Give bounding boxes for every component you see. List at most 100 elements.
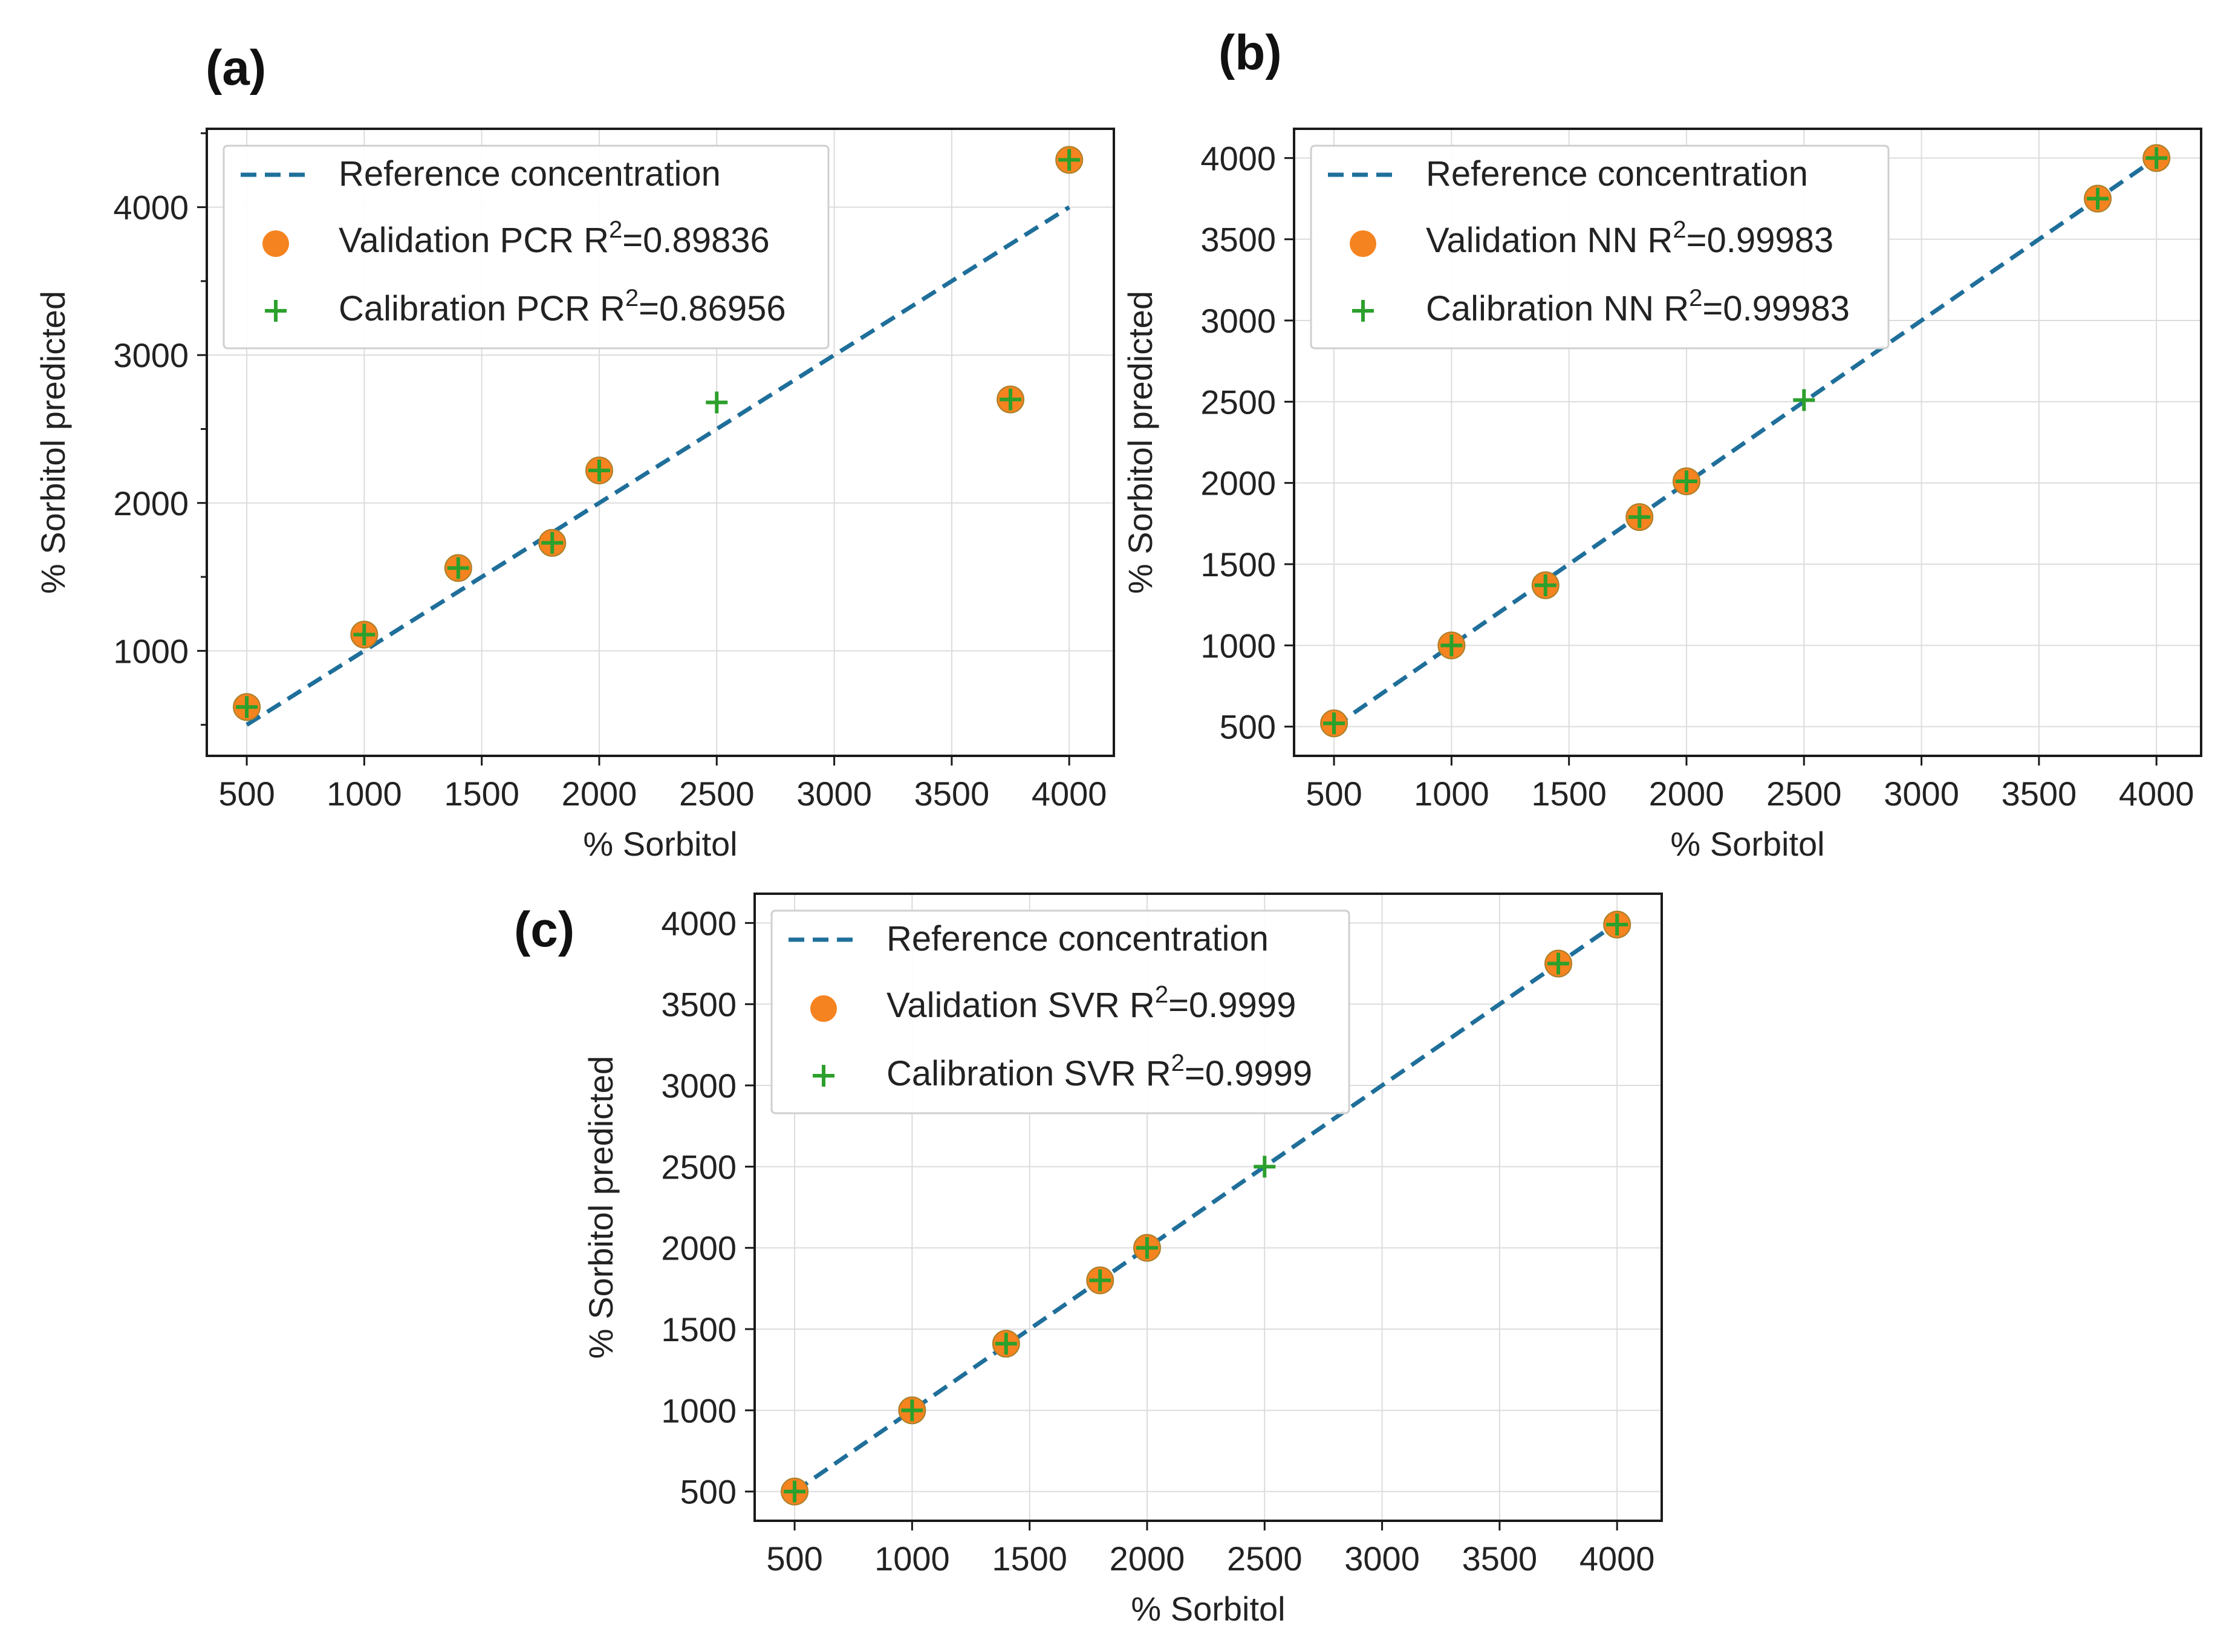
y-tick-label: 1000 [1200, 626, 1276, 665]
legend-box [770, 909, 1350, 1114]
x-tick-label: 4000 [2119, 775, 2194, 813]
x-tick-label: 3000 [1344, 1540, 1420, 1578]
legend-calibration-swatch [1352, 300, 1374, 322]
legend-validation-name: Validation SVR R [886, 986, 1155, 1025]
x-tick-label: 2000 [562, 775, 637, 813]
calibration-point [1058, 149, 1081, 171]
calibration-point [1089, 1269, 1111, 1292]
legend-calibration-label: Calibration PCR R2=0.86956 [339, 285, 786, 328]
calibration-point [1323, 712, 1345, 735]
x-tick-label: 2000 [1110, 1540, 1185, 1578]
legend-reference-label: Reference concentration [1426, 154, 1808, 193]
legend-validation-swatch [262, 230, 289, 257]
legend-calibration-swatch [265, 300, 287, 322]
legend-box [1310, 145, 1890, 350]
legend-validation-name: Validation PCR R [339, 221, 609, 260]
y-tick-label: 4000 [1200, 139, 1276, 177]
x-tick-label: 3500 [1462, 1540, 1538, 1578]
calibration-point [1628, 506, 1651, 528]
calibration-point [2145, 147, 2168, 169]
y-tick-label: 2500 [661, 1148, 737, 1186]
reference-line [793, 921, 1619, 1494]
x-tick-label: 1500 [992, 1540, 1067, 1578]
y-tick-label: 500 [1220, 708, 1276, 746]
y-tick-label: 3500 [1200, 221, 1276, 259]
panel-label: (a) [206, 41, 266, 96]
y-tick-label: 500 [680, 1473, 737, 1511]
x-tick-label: 1500 [1531, 775, 1607, 813]
legend-validation-swatch [810, 995, 837, 1022]
legend-superscript: 2 [1155, 981, 1168, 1008]
legend-validation-r2: =0.9999 [1168, 986, 1296, 1025]
calibration-point [1440, 634, 1463, 657]
legend-calibration-r2: =0.86956 [639, 289, 786, 328]
x-tick-label: 4000 [1032, 775, 1107, 813]
y-axis-label: % Sorbitol predicted [1121, 291, 1159, 594]
legend: Reference concentration Validation NN R2=… [1310, 145, 1890, 350]
legend-calibration-name: Calibration NN R [1426, 289, 1689, 328]
legend-validation-label: Validation NN R2=0.99983 [1426, 216, 1833, 260]
legend-calibration-swatch [813, 1065, 834, 1087]
y-tick-label: 2000 [113, 484, 189, 522]
calibration-point [901, 1399, 923, 1422]
calibration-point [1136, 1237, 1158, 1259]
x-tick-label: 2500 [1227, 1540, 1303, 1578]
y-tick-label: 2000 [1200, 464, 1276, 502]
y-tick-label: 3500 [661, 986, 737, 1024]
legend-validation-label: Validation SVR R2=0.9999 [886, 981, 1296, 1025]
x-axis-label: % Sorbitol [583, 825, 737, 863]
legend-calibration-name: Calibration PCR R [339, 289, 625, 328]
legend-calibration-r2: =0.99983 [1702, 289, 1850, 328]
panel-label: (c) [514, 902, 574, 957]
legend-calibration-r2: =0.9999 [1185, 1054, 1312, 1093]
y-tick-label: 3000 [113, 336, 189, 374]
y-tick-label: 1500 [661, 1310, 737, 1348]
calibration-point [1254, 1156, 1276, 1178]
calibration-point [1534, 574, 1557, 596]
x-tick-label: 1500 [444, 775, 519, 813]
legend-superscript: 2 [1689, 285, 1702, 311]
reference-line [246, 205, 1071, 727]
x-tick-label: 500 [1306, 775, 1362, 813]
calibration-point [2087, 187, 2109, 210]
legend-calibration-label: Calibration SVR R2=0.9999 [886, 1050, 1312, 1093]
calibration-point [995, 1333, 1017, 1355]
x-tick-label: 4000 [1579, 1540, 1655, 1578]
chart-panel-a: (a) 500 1000 1500 2000 2500 3000 3500 4000 1000 20… [34, 41, 1115, 863]
legend-reference-label: Reference concentration [886, 919, 1269, 958]
calibration-point [1547, 952, 1570, 975]
x-tick-label: 2000 [1649, 775, 1725, 813]
x-tick-label: 1000 [327, 775, 402, 813]
x-tick-label: 2500 [1766, 775, 1842, 813]
y-tick-label: 1000 [661, 1391, 737, 1429]
y-tick-label: 1000 [113, 632, 189, 670]
y-tick-label: 3000 [661, 1067, 737, 1105]
calibration-point [447, 557, 469, 579]
legend-superscript: 2 [1171, 1050, 1185, 1076]
legend-validation-r2: =0.99983 [1687, 221, 1834, 260]
x-tick-label: 500 [218, 775, 275, 813]
x-tick-label: 500 [766, 1540, 822, 1578]
legend-superscript: 2 [1673, 216, 1686, 243]
legend-validation-label: Validation PCR R2=0.89836 [339, 216, 770, 260]
legend-validation-swatch [1350, 230, 1376, 257]
calibration-point [1000, 388, 1022, 411]
x-tick-label: 1000 [1414, 775, 1489, 813]
y-axis-label: % Sorbitol predicted [582, 1056, 620, 1359]
reference-line [1333, 156, 2158, 729]
legend-calibration-label: Calibration NN R2=0.99983 [1426, 285, 1850, 328]
x-tick-label: 2500 [679, 775, 755, 813]
y-tick-label: 3000 [1200, 302, 1276, 340]
legend-reference-label: Reference concentration [339, 154, 721, 193]
legend-superscript: 2 [625, 285, 639, 311]
calibration-point [588, 459, 610, 481]
y-tick-label: 2000 [661, 1229, 737, 1267]
plot-frame [753, 893, 1663, 1522]
plot-frame [1293, 128, 2202, 757]
calibration-point [1793, 389, 1815, 411]
calibration-point [706, 391, 728, 414]
calibration-point [541, 532, 564, 554]
